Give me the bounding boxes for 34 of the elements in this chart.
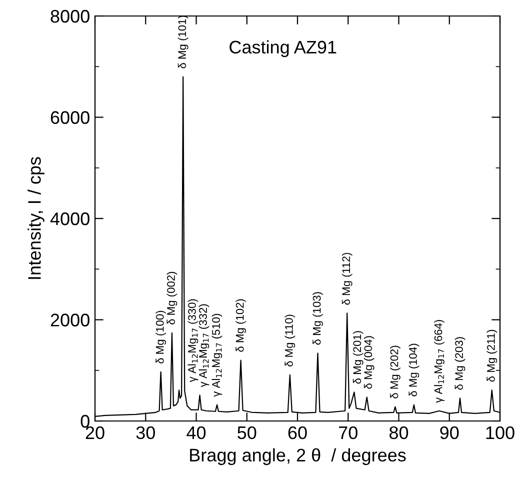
annotation: δ Mg (004) xyxy=(364,336,374,389)
annotation: δ Mg (110) xyxy=(284,314,296,366)
annotation: δ Mg (104) xyxy=(408,344,420,396)
x-axis-title: Bragg angle, 2 θ / degrees xyxy=(190,448,406,466)
x-tick-label: 60 xyxy=(288,426,307,440)
x-tick-label: 50 xyxy=(238,426,256,440)
y-tick-label: 0 xyxy=(80,414,90,428)
annotation: δ Mg (202) xyxy=(390,346,400,398)
annotation: δ Mg (103) xyxy=(312,292,323,345)
annotation: γ Al$_{12}$Mg$_{17}$ (330) xyxy=(188,299,198,382)
annotation: γ Al$_{12}$Mg$_{17}$ (664) xyxy=(434,320,444,403)
annotation: δ Mg (101) xyxy=(178,16,188,68)
x-tick-label: 100 xyxy=(486,426,514,440)
x-tick-label: 30 xyxy=(136,426,155,440)
annotation: δ Mg (102) xyxy=(236,299,246,352)
y-tick-label: 4000 xyxy=(50,212,90,226)
annotation: γ Al$_{12}$Mg$_{17}$ (510) xyxy=(212,314,222,397)
annotation: δ Mg (201) xyxy=(352,331,364,384)
annotation: Casting AZ91 xyxy=(230,40,336,58)
y-axis-title: Intensity, I / cps xyxy=(28,157,44,279)
x-tick-label: 20 xyxy=(86,426,104,440)
x-tick-label: 90 xyxy=(440,426,459,440)
annotation: γ Al$_{12}$Mg$_{17}$ (332) xyxy=(198,304,210,388)
y-tick-label: 6000 xyxy=(50,111,90,124)
x-tick-label: 80 xyxy=(389,426,408,440)
annotation: δ Mg (203) xyxy=(454,337,466,390)
y-tick-label: 8000 xyxy=(50,10,90,23)
x-tick-label: 40 xyxy=(186,426,206,440)
annotation: δ Mg (211) xyxy=(486,330,498,382)
annotation: δ Mg (100) xyxy=(156,310,166,364)
y-tick-label: 2000 xyxy=(50,314,90,326)
annotation: δ Mg (112) xyxy=(342,252,352,305)
x-tick-label: 70 xyxy=(339,426,358,440)
annotation: δ Mg (002) xyxy=(166,272,178,324)
